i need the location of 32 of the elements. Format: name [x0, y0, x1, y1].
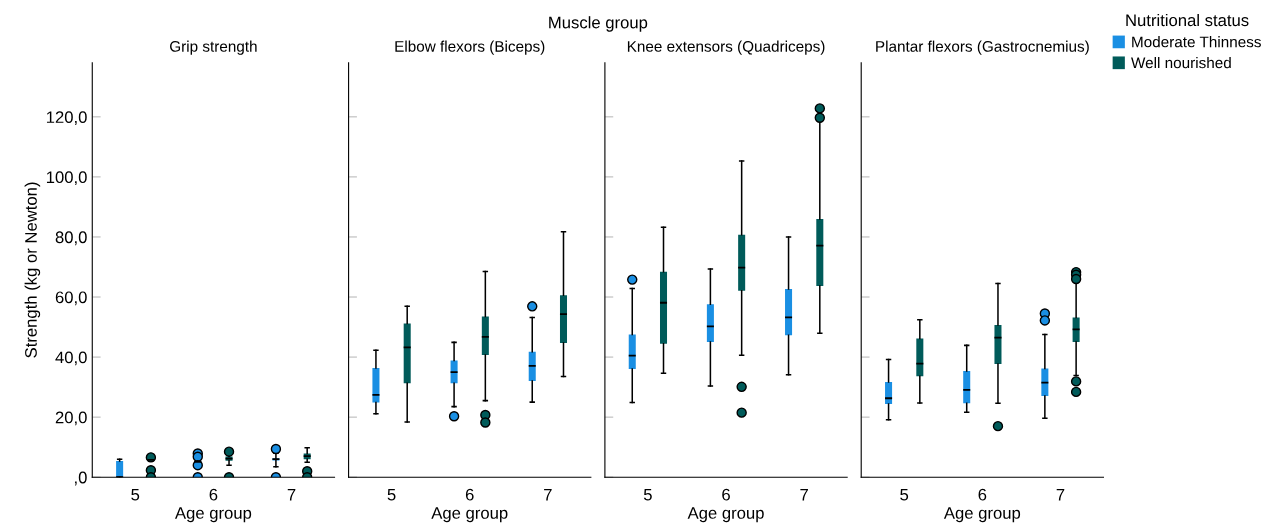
y-tick-label: 20,0: [55, 411, 87, 426]
y-tick-label: ,0: [75, 471, 87, 486]
chart-title: Plantar flexors (Gastrocnemius): [876, 40, 1089, 55]
x-tick-label: 6: [978, 488, 987, 501]
legend-label: Well nourished: [1131, 57, 1231, 69]
y-tick-label: 80,0: [55, 231, 87, 246]
text: Muscle group: [549, 16, 648, 32]
x-tick-label: 6: [465, 488, 474, 501]
x-tick-label: 5: [643, 488, 652, 501]
x-tick-label: 7: [800, 488, 808, 501]
x-tick-label: 7: [1056, 488, 1065, 501]
y-tick-label: 40,0: [55, 351, 87, 366]
y-tick-label: 120,0: [46, 111, 87, 125]
x-tick-label: 6: [722, 488, 730, 501]
x-axis-title: Age group: [687, 507, 764, 523]
x-tick-label: 7: [544, 488, 552, 501]
legend-title: Nutritional status: [1126, 13, 1249, 27]
x-tick-label: 7: [287, 488, 296, 501]
x-tick-label: 5: [387, 488, 396, 501]
chart-title: Grip strength: [170, 40, 257, 55]
y-tick-label: 60,0: [55, 291, 87, 306]
y-axis-title: Strength (kg or Newton): [24, 182, 41, 358]
x-tick-label: 5: [131, 488, 140, 501]
legend-label: Moderate Thinness: [1132, 36, 1261, 48]
y-tick-label: 100,0: [46, 171, 87, 186]
x-axis-title: Age group: [174, 507, 252, 523]
x-tick-label: 6: [209, 488, 218, 501]
chart-title: Knee extensors (Quadriceps): [627, 40, 825, 55]
chart-title: Elbow flexors (Biceps): [395, 40, 545, 55]
x-axis-title: Age group: [431, 507, 508, 523]
x-tick-label: 5: [900, 488, 909, 501]
x-axis-title: Age group: [943, 507, 1021, 523]
